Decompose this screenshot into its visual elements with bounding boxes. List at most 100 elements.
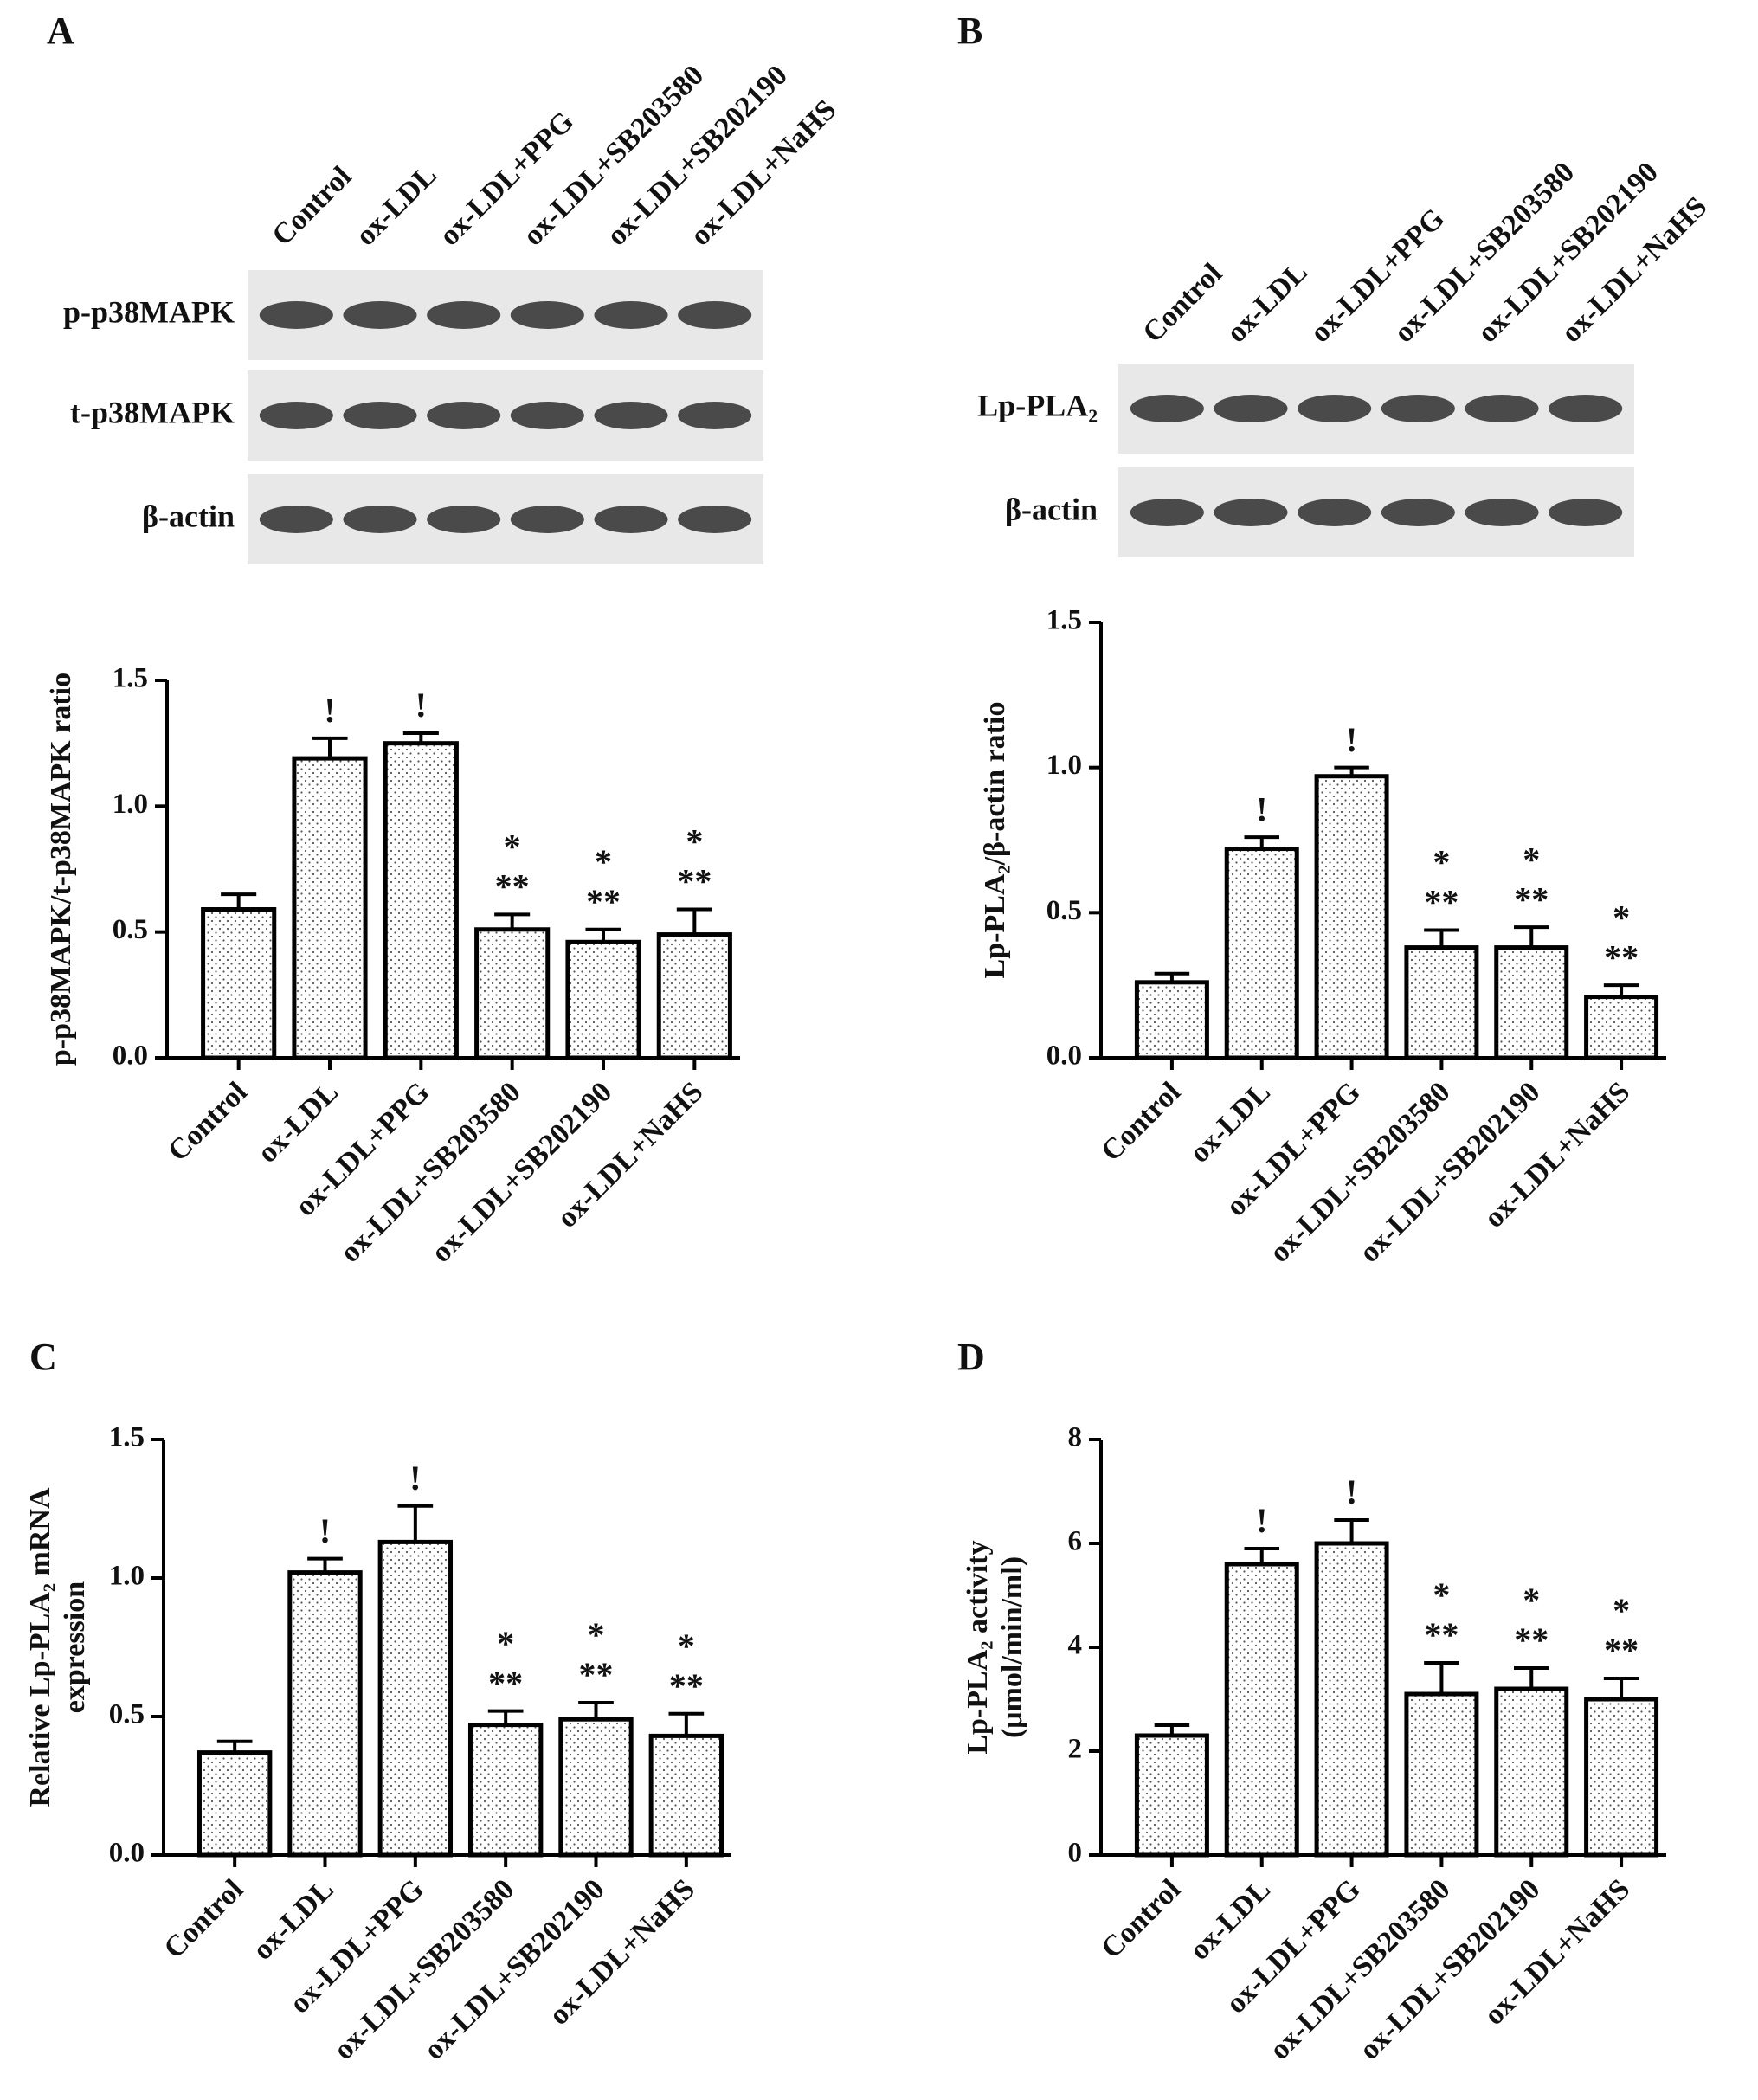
bar: [1494, 945, 1569, 1060]
y-tick-label: 1.5: [109, 1422, 145, 1453]
blot-band: [427, 506, 501, 533]
bar: [648, 1733, 724, 1858]
y-tick-label: 0.0: [113, 1040, 148, 1072]
significance-mark: **: [1604, 1631, 1639, 1670]
blot-row-label: p-p38MAPK: [63, 294, 235, 329]
significance-mark: **: [488, 1664, 523, 1703]
lane-label: ox-LDL+NaHS: [1555, 190, 1714, 349]
significance-mark: !: [324, 691, 335, 730]
significance-mark: **: [579, 1655, 614, 1694]
y-tick-label: 6: [1068, 1526, 1083, 1557]
blot-band: [1298, 499, 1372, 526]
bar: [1314, 774, 1389, 1060]
bar: [1494, 1686, 1569, 1858]
x-tick-label: Control: [162, 1076, 254, 1168]
blot-band: [678, 301, 752, 329]
bar: [467, 1723, 544, 1858]
blot-band: [1130, 395, 1204, 422]
blot-band: [594, 506, 668, 533]
blot-band: [1549, 395, 1623, 422]
blot-band: [259, 301, 333, 329]
significance-mark: *: [1523, 1581, 1540, 1620]
significance-mark: **: [1424, 883, 1459, 922]
y-tick-label: 0.5: [1046, 895, 1082, 926]
panel-label: C: [29, 1336, 57, 1378]
significance-mark: !: [319, 1511, 331, 1550]
bar: [656, 932, 732, 1060]
blot-strip: [248, 270, 763, 360]
significance-mark: *: [686, 822, 703, 861]
blot-band: [1381, 499, 1455, 526]
bar: [558, 1717, 634, 1858]
y-tick-label: 1.0: [113, 789, 148, 820]
significance-mark: **: [669, 1666, 704, 1705]
significance-mark: **: [1514, 879, 1549, 918]
y-axis-title: Relative Lp-PLA₂ mRNA: [24, 1487, 56, 1807]
y-tick-label: 2: [1068, 1734, 1083, 1765]
blot-band: [594, 301, 668, 329]
significance-mark: *: [1613, 898, 1630, 937]
bar: [474, 927, 551, 1060]
blot-band: [343, 402, 417, 429]
x-tick-label: Control: [158, 1873, 249, 1965]
blot-band: [343, 301, 417, 329]
y-axis-title: (μmol/min/ml): [996, 1556, 1028, 1738]
blot-band: [510, 506, 584, 533]
bar: [565, 939, 641, 1060]
significance-mark: *: [504, 827, 521, 866]
blot-band: [259, 506, 333, 533]
blot-row-label: β-actin: [1005, 492, 1098, 526]
y-tick-label: 0.5: [109, 1699, 145, 1730]
bar: [383, 741, 459, 1060]
significance-mark: !: [1346, 1472, 1357, 1511]
significance-mark: *: [1613, 1591, 1630, 1630]
significance-mark: !: [409, 1459, 421, 1498]
blot-band: [594, 402, 668, 429]
panel-label: B: [957, 10, 982, 52]
significance-mark: **: [586, 882, 621, 921]
y-tick-label: 0: [1068, 1838, 1083, 1869]
blot-band: [1381, 395, 1455, 422]
y-tick-label: 4: [1068, 1630, 1083, 1661]
bar: [1224, 847, 1299, 1060]
bar: [292, 756, 368, 1060]
blot-band: [678, 506, 752, 533]
bar: [1584, 1697, 1659, 1858]
blot-band: [1130, 499, 1204, 526]
blot-band: [1214, 395, 1288, 422]
significance-mark: *: [1523, 840, 1540, 879]
significance-mark: **: [1604, 937, 1639, 976]
blot-band: [427, 301, 501, 329]
y-tick-label: 1.0: [1046, 750, 1082, 781]
lane-label: Control: [266, 160, 357, 252]
blot-band: [510, 402, 584, 429]
y-axis-title: expression: [59, 1581, 91, 1713]
bar: [196, 1750, 273, 1858]
significance-mark: **: [495, 866, 530, 905]
y-axis-title: Lp-PLA₂/β-actin ratio: [979, 702, 1011, 979]
bar: [287, 1570, 363, 1858]
blot-band: [343, 506, 417, 533]
bar: [1404, 1691, 1479, 1858]
y-tick-label: 1.5: [113, 663, 148, 694]
x-tick-label: Control: [1095, 1873, 1187, 1965]
blot-band: [678, 402, 752, 429]
panel-label: D: [957, 1336, 985, 1378]
x-tick-label: ox-LDL: [252, 1076, 345, 1169]
blot-band: [1549, 499, 1623, 526]
significance-mark: *: [678, 1627, 695, 1665]
bar: [1314, 1541, 1389, 1858]
lane-label: ox-LDL+NaHS: [685, 93, 843, 252]
x-tick-label: ox-LDL: [247, 1873, 340, 1967]
significance-mark: **: [677, 862, 712, 901]
blot-row-label: t-p38MAPK: [70, 395, 235, 429]
blot-strip: [248, 474, 763, 564]
blot-strip: [1118, 467, 1634, 557]
y-axis-title: p-p38MAPK/t-p38MAPK ratio: [45, 673, 77, 1066]
significance-mark: !: [1346, 720, 1357, 759]
significance-mark: **: [1514, 1620, 1549, 1659]
significance-mark: *: [1433, 1575, 1450, 1614]
y-tick-label: 0.5: [113, 914, 148, 945]
blot-band: [1298, 395, 1372, 422]
